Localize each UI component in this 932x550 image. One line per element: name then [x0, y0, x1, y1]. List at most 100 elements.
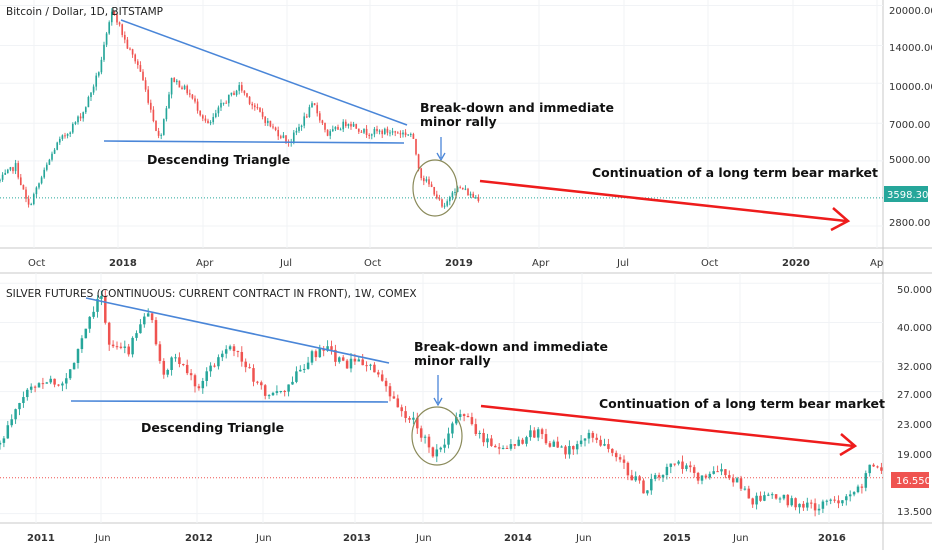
btc-x-axis[interactable]: Oct 2018 Apr Jul Oct 2019 Apr Jul Oct 20… — [28, 258, 883, 269]
btc-x-tick: Jul — [616, 258, 629, 269]
btc-candle — [95, 75, 98, 87]
silver-candle — [568, 446, 571, 455]
silver-candle — [400, 407, 403, 412]
btc-forecast-arrow[interactable] — [479, 179, 847, 223]
silver-candle — [318, 348, 322, 358]
silver-candle — [540, 429, 544, 435]
btc-candle — [152, 109, 155, 122]
silver-candle — [724, 469, 727, 476]
btc-candle — [165, 108, 168, 120]
btc-triangle-upper-line[interactable] — [120, 19, 408, 126]
btc-candle — [4, 172, 7, 175]
silver-candle — [404, 411, 407, 419]
btc-candle — [144, 80, 147, 90]
btc-candle — [170, 78, 173, 95]
silver-candle — [263, 385, 267, 396]
silver-candle — [451, 423, 454, 434]
btc-candle — [292, 132, 295, 142]
btc-candle — [56, 142, 59, 150]
silver-y-tick: 32.000 — [897, 362, 932, 373]
btc-candle — [9, 167, 12, 170]
silver-candle — [423, 436, 427, 438]
silver-triangle-lower-line[interactable] — [70, 400, 389, 403]
btc-candle — [53, 149, 56, 154]
silver-candle — [209, 365, 212, 372]
btc-candle — [87, 97, 90, 108]
btc-candle — [396, 132, 399, 134]
btc-candle — [22, 185, 25, 190]
silver-candle — [244, 361, 247, 368]
btc-candle — [365, 128, 368, 135]
silver-candle — [611, 448, 614, 453]
btc-candle — [175, 80, 178, 83]
btc-candle — [446, 201, 449, 206]
silver-candle — [521, 439, 524, 444]
btc-plot-area[interactable] — [0, 0, 883, 248]
silver-candle — [416, 417, 419, 429]
silver-candle — [868, 464, 871, 474]
silver-candle — [494, 445, 497, 448]
silver-y-axis[interactable]: 50.000 40.000 32.000 27.000 23.000 19.00… — [897, 285, 932, 518]
btc-candle — [243, 90, 246, 94]
silver-candle — [837, 500, 840, 504]
btc-x-tick: 2018 — [109, 258, 137, 269]
btc-chart-title: Bitcoin / Dollar, 1D, BITSTAMP — [6, 6, 163, 18]
silver-x-axis[interactable]: 2011 Jun 2012 Jun 2013 Jun 2014 Jun 2015… — [27, 533, 846, 544]
btc-candle — [261, 111, 264, 117]
btc-candle — [272, 126, 274, 128]
btc-candle — [129, 48, 131, 50]
silver-candle — [162, 360, 166, 375]
silver-candle — [809, 502, 813, 504]
btc-candle — [134, 54, 137, 62]
silver-candle — [338, 357, 341, 362]
silver-candle — [852, 492, 856, 495]
btc-candle — [142, 71, 144, 81]
btc-triangle-lower-line[interactable] — [103, 140, 405, 144]
silver-candle — [287, 384, 290, 392]
btc-candle — [334, 126, 337, 130]
silver-candle — [622, 459, 626, 463]
btc-candle — [82, 112, 85, 119]
btc-x-tick: Oct — [701, 258, 718, 269]
btc-candle — [415, 138, 417, 155]
btc-candle — [305, 116, 308, 118]
btc-candle — [313, 103, 316, 106]
silver-candle — [607, 444, 610, 449]
btc-candle — [425, 179, 428, 182]
btc-candle — [214, 113, 217, 117]
btc-candle — [212, 116, 215, 123]
silver-candle — [158, 344, 162, 361]
silver-candle — [291, 381, 294, 385]
silver-candle — [813, 503, 817, 511]
silver-forecast-arrow[interactable] — [480, 404, 855, 448]
btc-candle — [454, 191, 456, 193]
btc-y-axis[interactable]: 20000.00 14000.00 10000.00 7000.00 5000.… — [889, 6, 932, 229]
silver-candle — [365, 365, 368, 367]
silver-y-tick: 19.000 — [897, 450, 932, 461]
silver-candle — [661, 475, 665, 478]
silver-triangle-upper-line[interactable] — [85, 297, 390, 364]
btc-candle — [368, 134, 371, 136]
btc-grid — [0, 0, 883, 248]
silver-candle — [76, 349, 80, 363]
silver-candle — [767, 494, 770, 496]
btc-candle — [43, 169, 46, 178]
btc-y-tick: 10000.00 — [889, 82, 932, 93]
btc-y-tick: 2800.00 — [889, 218, 930, 229]
silver-candle — [154, 320, 158, 345]
btc-candle — [27, 198, 30, 205]
btc-candle — [246, 93, 248, 97]
silver-rally-circle — [411, 406, 463, 466]
silver-x-tick: 2012 — [185, 533, 213, 544]
btc-candle — [147, 89, 150, 103]
silver-candle — [751, 498, 754, 505]
silver-candle — [72, 362, 76, 370]
btc-candle — [256, 107, 259, 109]
silver-candle — [18, 402, 21, 410]
silver-candle — [728, 475, 731, 479]
silver-candle — [49, 378, 52, 383]
btc-y-tick: 7000.00 — [889, 120, 930, 131]
silver-candle — [763, 495, 766, 501]
silver-candle — [482, 432, 485, 443]
silver-candle — [478, 432, 481, 434]
